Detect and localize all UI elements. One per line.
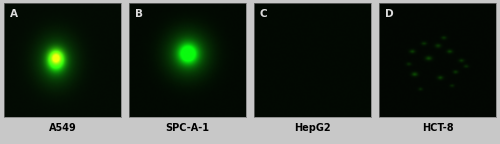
Text: SPC-A-1: SPC-A-1 <box>166 123 210 133</box>
Text: D: D <box>385 8 394 19</box>
Text: A549: A549 <box>48 123 76 133</box>
Text: B: B <box>135 8 143 19</box>
Text: A: A <box>10 8 18 19</box>
Text: HCT-8: HCT-8 <box>422 123 454 133</box>
Text: HepG2: HepG2 <box>294 123 331 133</box>
Text: C: C <box>260 8 268 19</box>
